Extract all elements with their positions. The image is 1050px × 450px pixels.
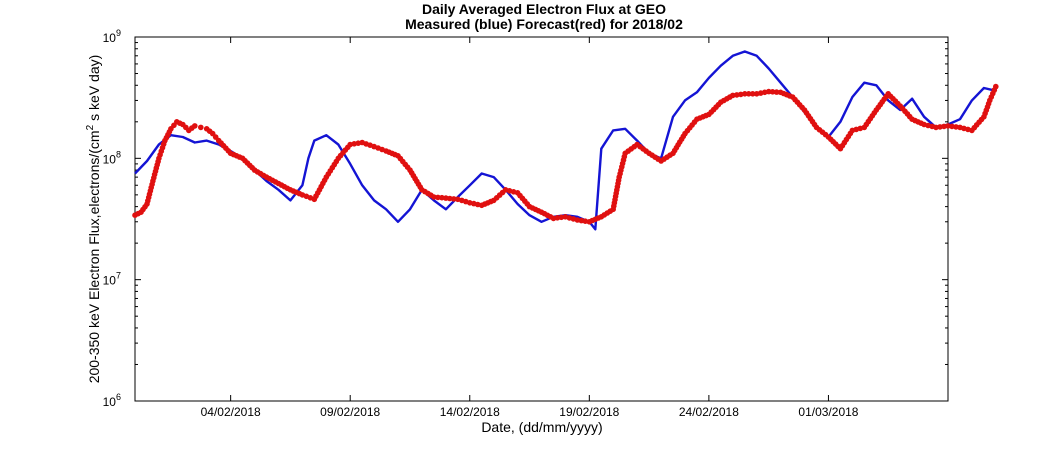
forecast-point [198,124,204,131]
y-tick-exponent: 7 [116,271,121,281]
x-tick-label: 04/02/2018 [201,405,261,419]
y-tick-base: 10 [103,31,117,45]
y-axis-label-main: 200-350 keV Electron Flux,electrons/(cm [86,130,102,383]
x-tick-label: 01/03/2018 [798,405,858,419]
y-tick-base: 10 [103,395,117,409]
y-tick-label: 107 [103,271,121,288]
x-tick-label: 14/02/2018 [440,405,500,419]
y-tick-label: 106 [103,392,121,409]
forecast-point [742,91,748,97]
forecast-point [192,123,198,129]
x-axis: 04/02/2018 09/02/2018 14/02/2018 19/02/2018… [201,37,859,419]
y-tick-exponent: 9 [116,28,121,38]
forecast-point [435,194,441,201]
y-tick-base: 10 [103,152,117,166]
series-forecast-points [132,83,999,225]
y-tick-exponent: 8 [116,149,121,159]
y-axis-label: 200-350 keV Electron Flux,electrons/(cm2… [85,55,102,384]
x-tick-label: 19/02/2018 [559,405,619,419]
x-tick-label: 24/02/2018 [679,405,739,419]
series-layer [132,50,999,231]
forecast-point [745,91,752,97]
forecast-point [749,91,756,97]
y-axis-label-unit: s keV day) [86,55,102,121]
forecast-point [769,89,776,95]
chart-title-line-1: Daily Averaged Electron Flux at GEO [422,1,666,17]
plot-area [134,36,949,402]
y-tick-exponent: 6 [116,392,121,402]
chart-title-line-2: Measured (blue) Forecast(red) for 2018/0… [405,16,683,32]
forecast-point [773,89,780,95]
y-tick-label: 109 [103,28,121,45]
x-tick-label: 09/02/2018 [320,405,380,419]
y-tick-label: 108 [103,149,121,166]
y-axis-label-superscript: 2 [85,124,96,130]
forecast-point [993,83,999,90]
x-axis-label: Date, (dd/mm/yyyy) [481,419,602,435]
y-tick-base: 10 [103,274,117,288]
